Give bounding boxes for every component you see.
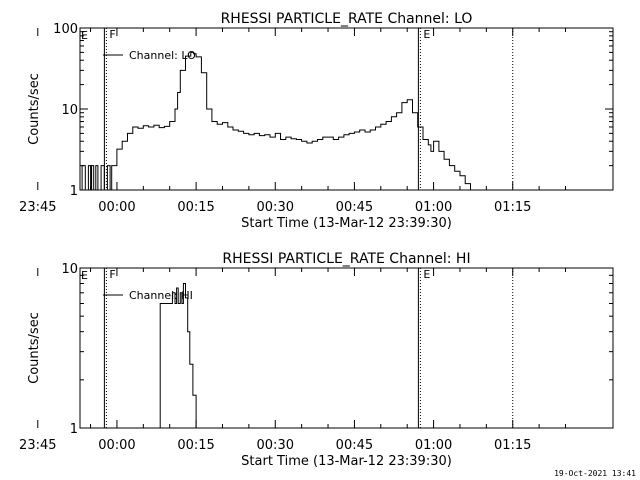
- y-tick-label: 10: [61, 262, 78, 277]
- legend-label: Channel: LO: [129, 49, 196, 62]
- x-tick-label: 01:00: [415, 200, 452, 215]
- x-axis-label: Start Time (13-Mar-12 23:39:30): [241, 454, 452, 469]
- x-tick-label: 23:45: [19, 438, 56, 453]
- marker-label: E: [423, 28, 430, 41]
- y-axis-label: Counts/sec: [27, 73, 42, 145]
- y-tick-label: 1: [70, 422, 78, 437]
- x-tick-label: 00:00: [98, 438, 135, 453]
- y-tick-label: 100: [53, 22, 78, 37]
- x-tick-label: 00:30: [257, 438, 294, 453]
- y-axis-label: Counts/sec: [27, 312, 42, 384]
- chart-title: RHESSI PARTICLE_RATE Channel: LO: [221, 11, 473, 27]
- chart-panel-1: [37, 27, 614, 191]
- x-axis-label: Start Time (13-Mar-12 23:39:30): [241, 216, 452, 231]
- marker-label: E: [423, 268, 430, 281]
- chart-panel-2: [37, 267, 614, 429]
- footer-timestamp: 19-Oct-2021 13:41: [554, 469, 636, 478]
- marker-label: F: [109, 268, 115, 281]
- y-tick-label: 10: [61, 103, 78, 118]
- x-tick-label: 01:15: [494, 438, 531, 453]
- y-tick-label: 1: [70, 184, 78, 199]
- x-tick-label: 00:15: [177, 438, 214, 453]
- x-tick-label: 01:00: [415, 438, 452, 453]
- series-line: [158, 283, 197, 428]
- series-line: [80, 51, 471, 190]
- x-tick-label: 00:45: [336, 438, 373, 453]
- legend-label: Channel: HI: [129, 289, 193, 302]
- x-tick-label: 00:00: [98, 200, 135, 215]
- marker-label-left: E: [81, 29, 88, 42]
- x-tick-label: 00:30: [257, 200, 294, 215]
- x-tick-label: 00:45: [336, 200, 373, 215]
- x-tick-label: 00:15: [177, 200, 214, 215]
- x-tick-label: 23:45: [19, 200, 56, 215]
- marker-label-left: E: [81, 269, 88, 282]
- x-tick-label: 01:15: [494, 200, 531, 215]
- chart-title: RHESSI PARTICLE_RATE Channel: HI: [222, 251, 470, 267]
- marker-label: F: [109, 28, 115, 41]
- plot-frame: [79, 267, 614, 429]
